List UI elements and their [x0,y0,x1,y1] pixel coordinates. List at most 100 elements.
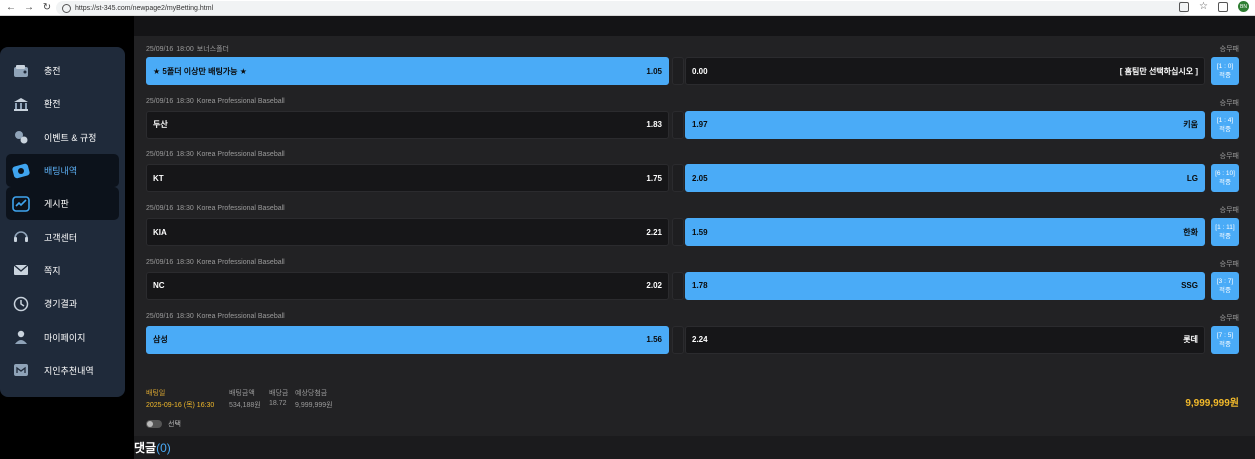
bet-type: 승무패 [1219,207,1239,215]
draw-pick[interactable] [672,164,684,193]
sidebar-item-label: 쪽지 [44,265,61,276]
home-pick[interactable]: KIA 2.21 [146,218,669,247]
away-pick[interactable]: 0.00 [ 홈팀만 선택하십시오 ] [685,57,1205,85]
home-team: 두산 [153,120,168,130]
home-odds: 2.02 [646,281,662,291]
comments-count: (0) [156,441,171,455]
tab-search-icon[interactable] [1218,1,1228,12]
site-info-icon[interactable] [62,3,71,13]
away-odds: 1.78 [692,281,708,291]
win-total: 9,999,999원 [1185,398,1239,409]
game-time: 18:00 [176,46,194,53]
extensions-icon[interactable] [1179,1,1190,12]
url-text[interactable]: https://st-345.com/newpage2/myBetting.ht… [75,4,214,12]
bet-type: 승무패 [1219,99,1239,107]
away-team: SSG [1181,281,1198,291]
wallet-icon [12,62,30,80]
sidebar-item-2[interactable]: 이벤트 & 규정 [6,121,119,154]
sidebar-item-label: 지인추천내역 [44,365,94,376]
draw-pick[interactable] [672,271,684,300]
select-toggle-row: 선택 [146,419,181,429]
result-status: 적중 [1219,340,1231,348]
board-icon [12,195,30,213]
home-pick[interactable]: ★ 5폴더 이상만 배팅가능 ★ 1.05 [146,57,669,85]
away-pick[interactable]: 2.05 LG [685,164,1205,193]
game-date: 25/09/16 [146,46,174,53]
game-league: 보너스폴더 [196,46,229,53]
sidebar-item-3[interactable]: 배팅내역 [6,153,119,188]
away-team: 키움 [1183,120,1198,130]
away-odds: 2.24 [692,335,708,344]
sidebar-item-4[interactable]: 게시판 [6,187,119,221]
referral-icon [12,361,30,379]
game-date: 25/09/16 [146,258,174,266]
bet-type: 승무패 [1219,260,1239,268]
away-pick[interactable]: 1.97 키움 [685,110,1205,139]
result-status: 적중 [1219,286,1231,294]
back-icon[interactable]: ← [6,2,16,13]
sidebar-item-6[interactable]: 쪽지 [6,254,119,287]
bet-date-col: 배팅일 2025-09-16 (목) 16:30 [146,388,214,410]
comments-title: 댓글 [134,441,157,455]
bank-icon [12,95,30,113]
away-pick[interactable]: 1.78 SSG [685,271,1205,300]
bet-game-row: 25/09/16 18:00 보너스폴더 승무패 ★ 5폴더 이상만 배팅가능 ★ 1.0… [146,44,1239,98]
game-meta: 25/09/16 18:30 Korea Professional Baseball [146,98,288,105]
forward-icon[interactable]: → [24,2,34,13]
sidebar-item-0[interactable]: 충전 [6,54,119,87]
game-meta: 25/09/16 18:30 Korea Professional Baseball [146,313,288,320]
game-time: 18:30 [176,151,194,159]
reload-icon[interactable]: ↻ [42,2,52,13]
sidebar-item-1[interactable]: 환전 [6,87,119,120]
result-status: 적중 [1219,233,1231,241]
sidebar-item-5[interactable]: 고객센터 [6,220,119,253]
profile-avatar[interactable]: BN [1238,1,1249,12]
sidebar-item-7[interactable]: 경기결과 [6,287,119,320]
result-score: [1 : 11] [1215,224,1235,232]
home-pick[interactable]: NC 2.02 [146,271,669,300]
draw-pick[interactable] [672,110,684,139]
sidebar-item-8[interactable]: 마이페이지 [6,320,119,353]
result-status: 적중 [1219,72,1231,79]
expected-value: 9,999,999원 [295,402,333,409]
address-bar[interactable]: https://st-345.com/newpage2/myBetting.ht… [56,1,1188,15]
game-time: 18:30 [176,205,194,213]
bet-amount-value: 534,188원 [229,402,261,409]
result-score: [6 : 10] [1215,170,1235,178]
browser-toolbar: ← → ↻ https://st-345.com/newpage2/myBett… [0,0,1255,16]
bet-game-row: 25/09/16 18:30 Korea Professional Baseball… [146,205,1239,259]
home-team: 삼성 [153,335,168,344]
draw-pick[interactable] [672,218,684,247]
select-toggle[interactable] [146,420,162,428]
home-team: NC [153,281,165,291]
result-score: [1 : 4] [1216,116,1234,124]
home-pick[interactable]: 두산 1.83 [146,110,669,139]
home-team: KT [153,173,164,183]
away-pick[interactable]: 1.59 한화 [685,218,1205,247]
game-meta: 25/09/16 18:30 Korea Professional Baseball [146,151,288,158]
away-team: 한화 [1183,227,1198,237]
result-badge: [1 : 0] 적중 [1211,57,1239,85]
away-pick[interactable]: 2.24 롯데 [685,325,1205,354]
game-meta: 25/09/16 18:30 Korea Professional Baseball [146,259,288,266]
game-time: 18:30 [176,312,194,320]
game-date: 25/09/16 [146,312,174,320]
comments-heading: 댓글(0) [134,439,171,456]
game-meta: 25/09/16 18:30 Korea Professional Baseball [146,205,288,212]
bet-amount-col: 배팅금액 534,188원 [229,388,261,410]
bet-date-value: 2025-09-16 (목) 16:30 [146,402,215,409]
home-odds: 1.05 [646,66,662,76]
draw-pick[interactable] [672,325,684,354]
ticket-icon [12,162,30,180]
sidebar-item-label: 환전 [44,99,61,110]
home-pick[interactable]: 삼성 1.56 [146,325,669,354]
game-date: 25/09/16 [146,151,174,159]
home-team: ★ 5폴더 이상만 배팅가능 ★ [153,66,247,76]
draw-pick[interactable] [672,57,684,85]
expected-label: 예상당첨금 [295,390,328,397]
bet-type: 승무패 [1219,153,1239,161]
bookmark-star-icon[interactable]: ☆ [1199,0,1208,12]
sidebar-item-9[interactable]: 지인추천내역 [6,354,119,387]
home-pick[interactable]: KT 1.75 [146,164,669,193]
